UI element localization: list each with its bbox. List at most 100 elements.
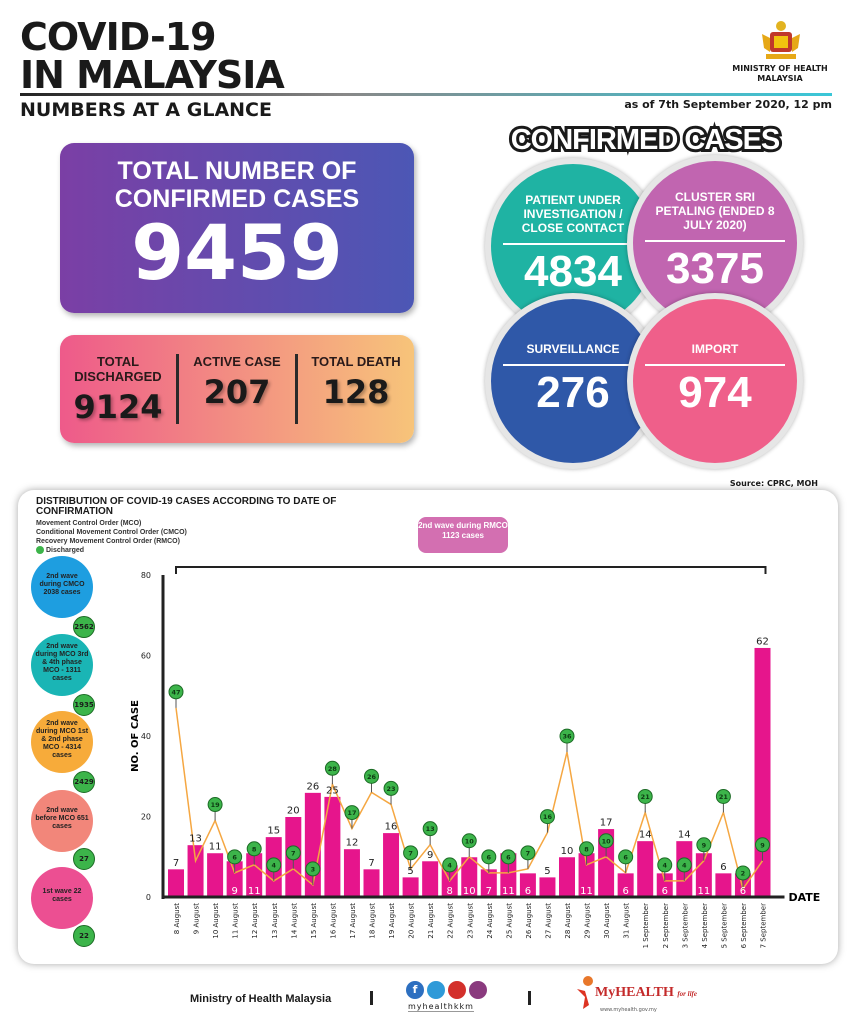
discharged-marker	[324, 760, 340, 776]
bar-value-label: 14	[639, 830, 652, 841]
discharged-value-label: 4	[662, 861, 667, 869]
discharged-value-label: 10	[602, 837, 612, 845]
discharged-marker	[637, 788, 653, 804]
x-tick-label: 29 August	[584, 903, 592, 939]
x-tick-label: 9 August	[193, 903, 201, 934]
bar	[186, 844, 205, 898]
discharged-value-label: 10	[465, 837, 475, 845]
bar-value-label: 26	[306, 781, 319, 792]
social-icons: f	[406, 981, 487, 999]
instagram-icon[interactable]	[469, 981, 487, 999]
discharged-value-label: 6	[232, 853, 237, 861]
footer-divider	[528, 991, 531, 1005]
bar-value-label: 11	[248, 886, 261, 897]
bar-value-label: 5	[544, 866, 550, 877]
discharged-marker	[364, 768, 379, 784]
x-tick-label: 27 August	[544, 903, 552, 939]
x-tick-label: 1 September	[642, 903, 650, 948]
x-tick-label: 23 August	[466, 903, 474, 939]
discharged-value-label: 8	[584, 845, 589, 853]
myhealth-logo-icon	[575, 975, 595, 1011]
bar-value-label: 11	[697, 886, 710, 897]
wave-mco-34-discharged: 1935	[73, 694, 95, 716]
title-divider	[20, 93, 832, 96]
bar-value-label: 11	[580, 886, 593, 897]
x-tick-label: 6 September	[740, 903, 748, 948]
bar-value-label: 11	[502, 886, 515, 897]
twitter-icon[interactable]	[427, 981, 445, 999]
discharged-marker	[481, 849, 497, 865]
ministry-label: MINISTRY OF HEALTH MALAYSIA	[732, 64, 828, 83]
wave-first-discharged: 22	[73, 925, 95, 947]
x-tick-label: 3 September	[681, 903, 689, 948]
discharged-marker	[618, 849, 634, 865]
bar	[206, 852, 225, 898]
bar	[167, 868, 185, 898]
wave-mco-12: 2nd wave during MCO 1st & 2nd phase MCO …	[31, 711, 93, 773]
discharged-value-label: 4	[682, 861, 687, 869]
discharged-marker	[207, 797, 223, 813]
discharged-value-label: 9	[760, 841, 765, 849]
discharged-marker	[168, 684, 184, 700]
bar-value-label: 10	[463, 886, 476, 897]
stat-death: TOTAL DEATH 128	[311, 354, 401, 411]
bar-value-label: 6	[720, 862, 726, 873]
x-tick-label: 4 September	[701, 903, 709, 948]
y-tick-label: 20	[141, 813, 151, 822]
bar	[421, 860, 440, 898]
discharged-value-label: 7	[408, 849, 413, 857]
discharged-marker	[500, 849, 516, 865]
y-tick-label: 60	[141, 652, 151, 661]
discharged-marker	[227, 849, 243, 865]
discharged-value-label: 6	[623, 853, 628, 861]
discharged-marker	[285, 845, 301, 861]
bar	[714, 872, 733, 898]
cases-chart: 0 20 40 60 80 NO. OF CASE 8 August 9 August 10 A…	[130, 566, 820, 948]
discharged-value-label: 4	[271, 861, 276, 869]
x-tick-label: 25 August	[505, 903, 513, 939]
bar-value-label: 16	[385, 822, 398, 833]
bar-value-label: 13	[189, 834, 202, 845]
x-tick-label: 12 August	[251, 903, 259, 939]
stat-discharged: TOTAL DISCHARGED 9124	[60, 354, 179, 426]
x-tick-label: 17 August	[349, 903, 357, 939]
circle-import: IMPORT 974	[627, 293, 803, 469]
facebook-icon[interactable]: f	[406, 981, 424, 999]
legend-discharged: Discharged	[36, 546, 187, 555]
source-note: Source: CPRC, MOH	[729, 479, 818, 488]
wave-mco-12-discharged: 2429	[73, 771, 95, 793]
bar-value-label: 6	[662, 886, 668, 897]
discharged-value-label: 4	[447, 861, 452, 869]
bar	[382, 832, 401, 898]
discharged-marker	[755, 837, 770, 853]
discharged-marker	[266, 857, 282, 873]
myhealth-url: www.myhealth.gov.my	[600, 1007, 657, 1013]
discharged-marker	[344, 805, 360, 821]
x-tick-label: 13 August	[271, 903, 279, 939]
footer-ministry: Ministry of Health Malaysia	[190, 993, 332, 1005]
discharged-marker	[735, 865, 751, 881]
footer: Ministry of Health Malaysia f myhealthkk…	[0, 976, 856, 1021]
discharged-value-label: 13	[426, 825, 435, 833]
bar	[362, 868, 381, 898]
bar-value-label: 8	[447, 886, 453, 897]
bar-value-label: 7	[486, 886, 492, 897]
discharged-marker	[696, 837, 712, 853]
discharged-marker	[246, 841, 262, 857]
social-handle[interactable]: myhealthkkm	[408, 1002, 474, 1012]
as-of-date: as of 7th September 2020, 12 pm	[624, 98, 832, 111]
youtube-icon[interactable]	[448, 981, 466, 999]
bar-value-label: 15	[267, 826, 280, 837]
discharged-value-label: 28	[328, 765, 338, 773]
discharged-marker	[579, 841, 595, 857]
discharged-marker	[520, 845, 536, 861]
discharged-marker	[539, 809, 555, 825]
x-tick-label: 21 August	[427, 903, 435, 939]
confirmed-cases-heading: CONFIRMED CASES	[508, 121, 784, 159]
bar	[636, 840, 655, 898]
discharged-value-label: 19	[211, 801, 221, 809]
discharged-value-label: 17	[347, 809, 356, 817]
discharged-dot-icon	[36, 546, 44, 555]
bar-value-label: 9	[427, 850, 433, 861]
bar-value-label: 7	[173, 858, 179, 869]
